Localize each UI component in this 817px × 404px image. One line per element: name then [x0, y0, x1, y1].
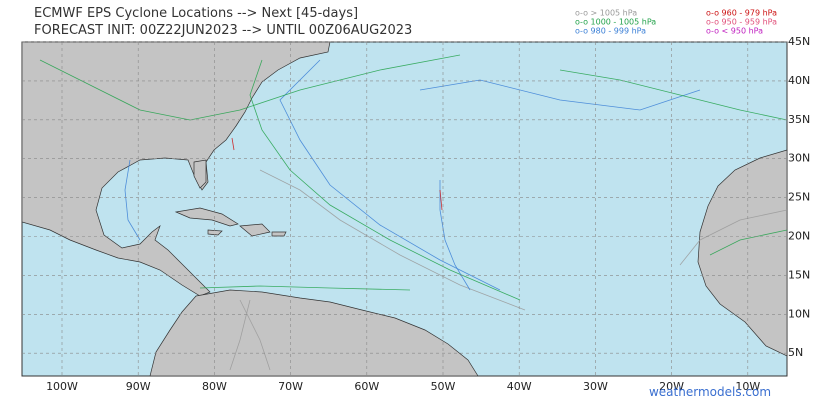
- longitude-label: 90W: [126, 380, 151, 393]
- legend-entry: o-o 1000 - 1005 hPa: [575, 18, 656, 27]
- longitude-label: 60W: [354, 380, 379, 393]
- latitude-label: 40N: [788, 74, 810, 87]
- longitude-label: 30W: [583, 380, 608, 393]
- longitude-label: 50W: [431, 380, 456, 393]
- legend-entry: o-o 960 - 979 hPa: [706, 9, 777, 18]
- latitude-label: 5N: [788, 346, 803, 359]
- longitude-label: 80W: [202, 380, 227, 393]
- latitude-label: 25N: [788, 191, 810, 204]
- cyclone-tracks: [39, 54, 788, 371]
- latitude-label: 20N: [788, 230, 810, 243]
- latitude-label: 35N: [788, 113, 810, 126]
- legend-entry: o-o 950 - 959 hPa: [706, 18, 777, 27]
- title-line1: ECMWF EPS Cyclone Locations --> Next [45…: [34, 6, 358, 21]
- legend-entry: o-o > 1005 hPa: [575, 9, 637, 18]
- longitude-label: 70W: [278, 380, 303, 393]
- legend-entry: o-o < 950 hPa: [706, 27, 763, 36]
- longitude-label: 10W: [735, 380, 760, 393]
- latitude-label: 45N: [788, 35, 810, 48]
- latitude-label: 15N: [788, 268, 810, 281]
- longitude-label: 40W: [507, 380, 532, 393]
- legend-entry: o-o 980 - 999 hPa: [575, 27, 646, 36]
- longitude-label: 100W: [46, 380, 78, 393]
- credit: weathermodels.com: [649, 385, 771, 399]
- title-line2: FORECAST INIT: 00Z22JUN2023 --> UNTIL 00…: [34, 23, 412, 38]
- longitude-label: 20W: [659, 380, 684, 393]
- latitude-label: 30N: [788, 152, 810, 165]
- latitude-label: 10N: [788, 307, 810, 320]
